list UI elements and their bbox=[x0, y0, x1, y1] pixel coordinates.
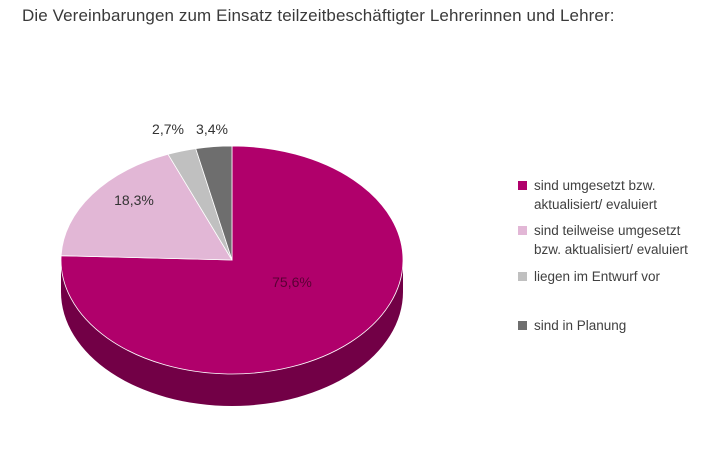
legend-swatch bbox=[518, 226, 527, 235]
data-label-umgesetzt: 75,6% bbox=[272, 274, 312, 290]
legend: sind umgesetzt bzw. aktualisiert/ evalui… bbox=[518, 176, 698, 335]
slice-planung bbox=[195, 145, 233, 261]
legend-label: sind umgesetzt bzw. aktualisiert/ evalui… bbox=[534, 178, 658, 212]
slice-teilweise bbox=[60, 153, 233, 261]
legend-item-planung: sind in Planung bbox=[518, 316, 698, 335]
data-label-teilweise: 18,3% bbox=[114, 192, 154, 208]
legend-swatch bbox=[518, 272, 527, 281]
legend-swatch bbox=[518, 181, 527, 190]
legend-item-teilweise: sind teilweise umgesetzt bzw. aktualisie… bbox=[518, 221, 698, 259]
data-label-planung: 3,4% bbox=[196, 121, 228, 137]
slice-umgesetzt-side bbox=[61, 260, 403, 406]
legend-item-entwurf: liegen im Entwurf vor bbox=[518, 267, 698, 286]
legend-swatch bbox=[518, 321, 527, 330]
legend-label: sind in Planung bbox=[534, 318, 627, 333]
legend-label: sind teilweise umgesetzt bzw. aktualisie… bbox=[534, 223, 688, 257]
legend-label: liegen im Entwurf vor bbox=[534, 269, 661, 284]
chart-title: Die Vereinbarungen zum Einsatz teilzeitb… bbox=[22, 6, 615, 25]
data-label-entwurf: 2,7% bbox=[152, 121, 184, 137]
legend-item-umgesetzt: sind umgesetzt bzw. aktualisiert/ evalui… bbox=[518, 176, 698, 214]
